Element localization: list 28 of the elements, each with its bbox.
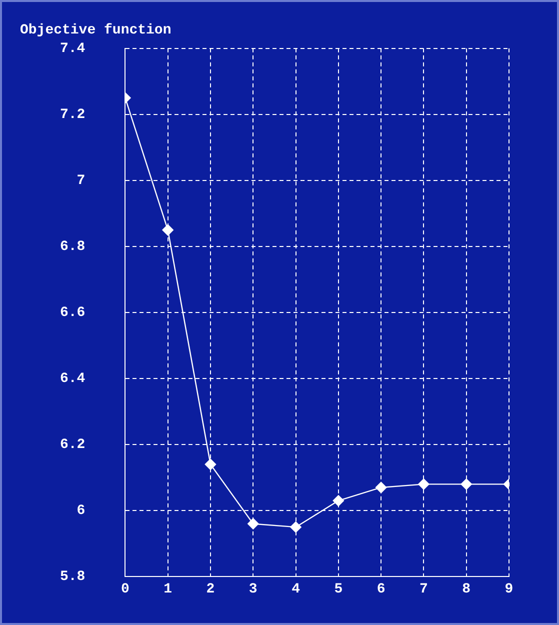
y-tick-label: 5.8 <box>60 569 86 586</box>
y-tick-label: 6.8 <box>60 239 86 256</box>
y-tick-label: 7 <box>76 172 86 189</box>
x-tick-label: 6 <box>376 582 386 598</box>
x-tick-label: 8 <box>462 582 471 598</box>
point <box>375 482 387 494</box>
y-tick-label: 6.4 <box>60 371 86 388</box>
y-tick-label: 6.6 <box>60 305 86 322</box>
x-tick-label: 5 <box>334 582 343 598</box>
x-tick-label: 3 <box>248 582 258 598</box>
point <box>460 478 472 490</box>
x-tick-label: 4 <box>292 582 300 598</box>
point <box>332 495 344 506</box>
point <box>290 521 302 533</box>
y-tick-label: 6 <box>76 503 86 520</box>
x-tick-label: 2 <box>206 582 215 598</box>
x-tick-label: 7 <box>420 582 428 598</box>
point <box>248 518 259 530</box>
x-tick-label: 1 <box>164 582 172 598</box>
x-tick-label: 0 <box>121 582 130 598</box>
x-tick-label: 9 <box>504 582 514 598</box>
point <box>204 458 216 470</box>
point <box>162 224 174 236</box>
y-tick-label: 7.4 <box>60 40 86 57</box>
y-tick-label: 6.2 <box>60 437 86 454</box>
chart-title: Objective function <box>20 22 172 39</box>
y-tick-label: 7.2 <box>60 106 86 123</box>
point <box>418 478 430 490</box>
